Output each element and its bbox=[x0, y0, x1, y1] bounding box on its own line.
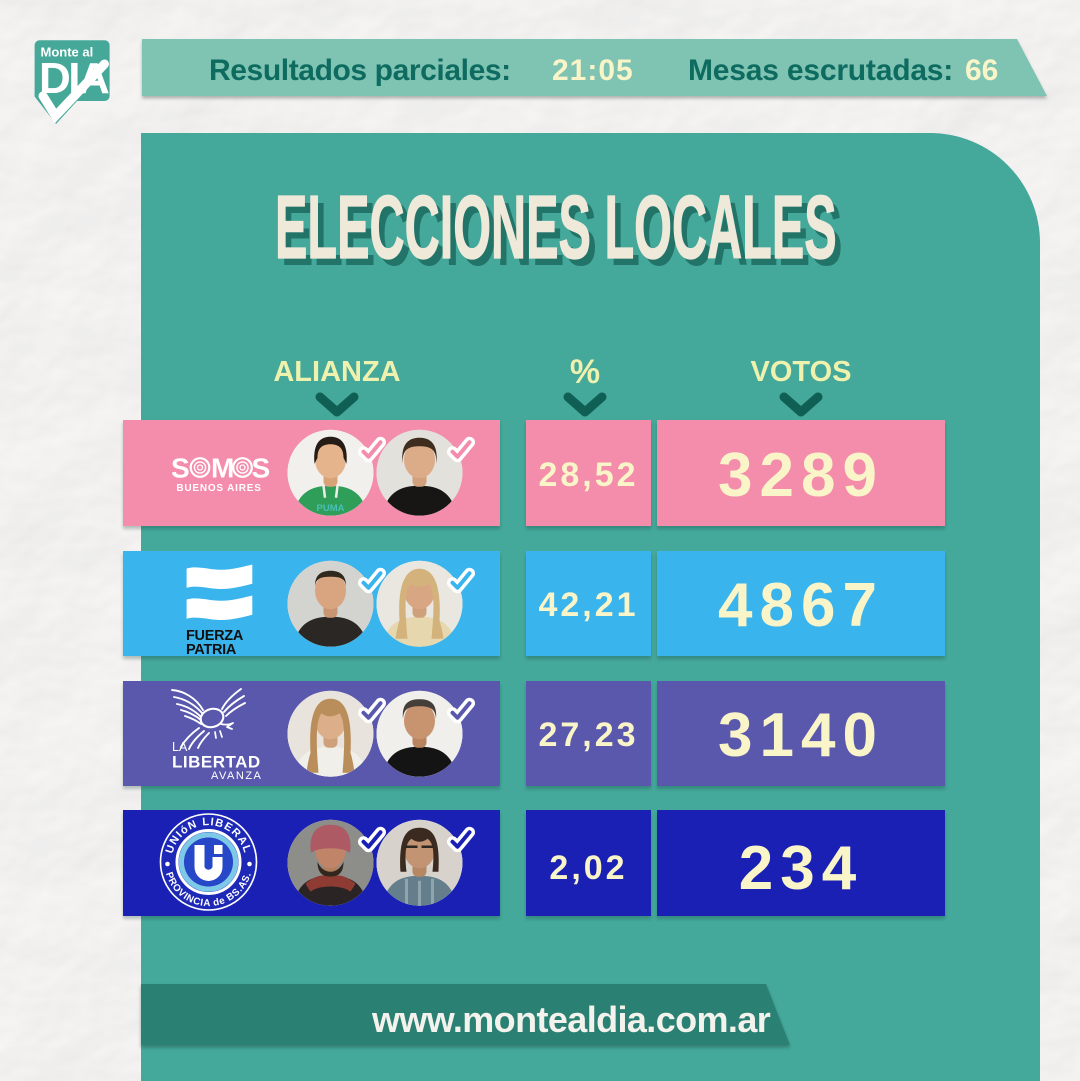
svg-text:LIBERTAD: LIBERTAD bbox=[172, 752, 261, 771]
svg-text:Monte al: Monte al bbox=[41, 45, 94, 60]
svg-text:M: M bbox=[211, 453, 234, 484]
svg-text:LA: LA bbox=[172, 740, 188, 754]
svg-text:PUMA: PUMA bbox=[317, 503, 345, 514]
svg-text:FUERZA: FUERZA bbox=[186, 628, 244, 644]
svg-text:S: S bbox=[252, 453, 271, 484]
svg-text:S: S bbox=[171, 453, 190, 484]
svg-text:AVANZA: AVANZA bbox=[211, 770, 262, 782]
svg-text:BUENOS AIRES: BUENOS AIRES bbox=[176, 483, 261, 494]
svg-text:PATRIA: PATRIA bbox=[186, 642, 237, 657]
